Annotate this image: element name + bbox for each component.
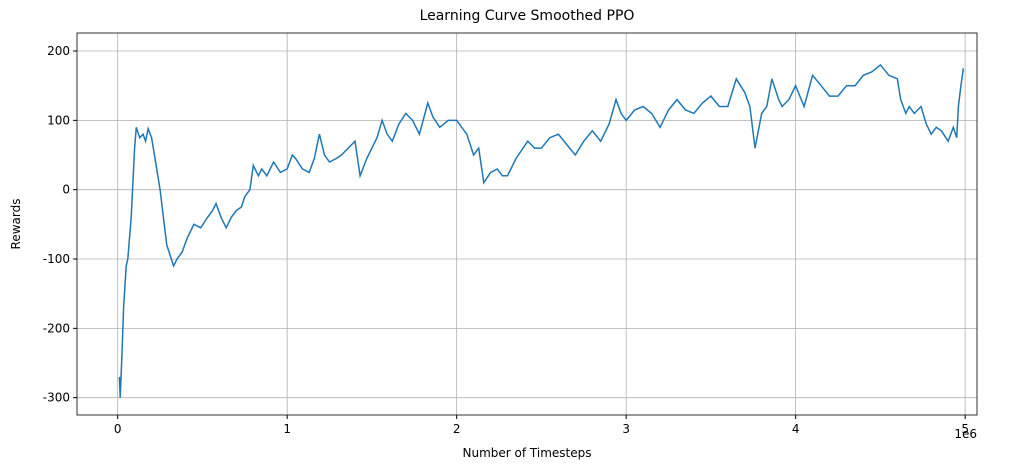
y-tick-label: 100 [47, 113, 70, 127]
plot-frame [76, 32, 978, 416]
line-series [118, 63, 965, 398]
y-axis-label: Rewards [9, 199, 23, 250]
x-tick-label: 5 [961, 422, 969, 436]
x-axis-label: Number of Timesteps [463, 446, 592, 460]
chart-title: Learning Curve Smoothed PPO [420, 8, 635, 24]
x-offset-label: 1e6 [954, 427, 977, 441]
x-tick-label: 2 [453, 422, 461, 436]
x-tick-label: 0 [114, 422, 122, 436]
y-tick-label: -300 [43, 391, 70, 405]
y-tick-label: -100 [43, 252, 70, 266]
y-tick-label: 200 [47, 44, 70, 58]
y-tick-label: -200 [43, 321, 70, 335]
x-tick-label: 1 [283, 422, 291, 436]
y-tick-label: 0 [62, 183, 70, 197]
x-tick-label: 4 [792, 422, 800, 436]
x-tick-label: 3 [622, 422, 630, 436]
